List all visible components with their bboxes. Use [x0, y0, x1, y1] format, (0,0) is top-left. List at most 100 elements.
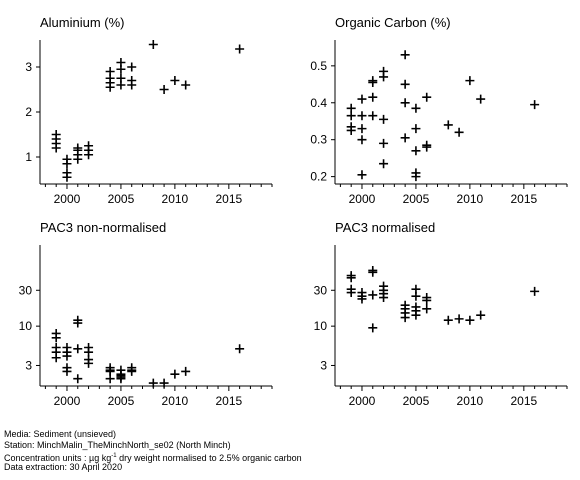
data-point-plus: [400, 79, 410, 89]
data-point-plus: [368, 290, 378, 300]
data-point-plus: [368, 323, 378, 333]
footer-station: Station: MinchMalin_TheMinchNorth_se02 (…: [4, 440, 231, 450]
data-point-plus: [159, 85, 169, 94]
data-point-plus: [411, 103, 421, 113]
footer-extraction: Data extraction: 30 April 2020: [4, 462, 123, 472]
data-point-plus: [422, 304, 432, 314]
data-point-plus: [73, 318, 83, 328]
footer-units-exponent: -1: [111, 453, 117, 459]
data-point-plus: [105, 374, 115, 384]
data-point-plus: [235, 344, 245, 354]
data-point-plus: [73, 154, 83, 164]
data-point-plus: [368, 267, 378, 277]
panel-title: PAC3 non-normalised: [40, 220, 166, 235]
data-point-plus: [357, 94, 367, 104]
data-point-plus: [116, 64, 126, 74]
data-point-plus: [411, 172, 421, 182]
data-point-plus: [476, 94, 486, 104]
data-point-plus: [127, 366, 137, 376]
x-tick-label: 2000: [349, 192, 376, 206]
data-point-plus: [62, 366, 72, 376]
data-point-plus: [379, 72, 389, 82]
y-tick-label: 3: [25, 358, 32, 372]
y-tick-label: 30: [19, 283, 33, 297]
data-point-plus: [422, 142, 432, 152]
data-point-plus: [422, 295, 432, 305]
data-point-plus: [357, 170, 367, 180]
data-point-plus: [51, 333, 61, 343]
data-point-plus: [379, 293, 389, 303]
x-tick-label: 2010: [162, 394, 189, 408]
data-point-plus: [346, 273, 356, 283]
data-point-plus: [454, 127, 464, 137]
panel-title: PAC3 normalised: [335, 220, 435, 235]
y-tick-label: 3: [320, 358, 327, 372]
footer-units-suffix: dry weight normalised to 2.5% organic ca…: [116, 453, 302, 463]
y-tick-label: 0.5: [310, 59, 327, 73]
data-point-plus: [379, 138, 389, 148]
x-tick-label: 2010: [162, 192, 189, 206]
data-point-plus: [411, 310, 421, 320]
data-point-plus: [170, 76, 180, 85]
data-point-plus: [127, 62, 137, 72]
data-point-plus: [368, 77, 378, 87]
y-tick-label: 2: [25, 105, 32, 119]
data-point-plus: [400, 313, 410, 323]
x-tick-label: 2015: [510, 192, 537, 206]
data-point-plus: [379, 114, 389, 124]
data-point-plus: [443, 120, 453, 130]
data-point-plus: [62, 172, 72, 182]
data-point-plus: [368, 92, 378, 102]
data-point-plus: [181, 366, 191, 376]
data-point-plus: [346, 111, 356, 121]
x-tick-label: 2005: [403, 394, 430, 408]
data-point-plus: [159, 378, 169, 388]
data-point-plus: [379, 159, 389, 169]
data-point-plus: [443, 315, 453, 325]
footer-media: Media: Sediment (unsieved): [4, 429, 117, 439]
data-point-plus: [127, 80, 137, 90]
data-point-plus: [530, 100, 540, 110]
data-point-plus: [73, 344, 83, 354]
y-tick-label: 10: [19, 319, 33, 333]
data-point-plus: [357, 294, 367, 304]
data-point-plus: [368, 111, 378, 121]
data-point-plus: [62, 159, 72, 169]
x-tick-label: 2000: [54, 394, 81, 408]
data-point-plus: [346, 288, 356, 298]
data-point-plus: [357, 135, 367, 145]
data-point-plus: [51, 353, 61, 363]
data-point-plus: [116, 80, 126, 90]
data-point-plus: [73, 374, 83, 384]
data-point-plus: [411, 124, 421, 134]
data-point-plus: [181, 80, 191, 90]
y-tick-label: 0.4: [310, 96, 327, 110]
footer-units: Concentration units : µg kg-1 dry weight…: [4, 451, 302, 464]
data-point-plus: [357, 124, 367, 134]
data-point-plus: [148, 40, 158, 49]
panel-title: Organic Carbon (%): [335, 15, 451, 30]
data-point-plus: [400, 133, 410, 143]
data-point-plus: [465, 76, 475, 86]
data-point-plus: [357, 111, 367, 121]
data-point-plus: [148, 378, 158, 388]
data-point-plus: [51, 143, 61, 153]
x-tick-label: 2000: [54, 192, 81, 206]
data-point-plus: [422, 92, 432, 102]
x-tick-label: 2000: [349, 394, 376, 408]
panel-title: Aluminium (%): [40, 15, 125, 30]
data-point-plus: [411, 291, 421, 301]
data-point-plus: [105, 82, 115, 92]
x-tick-label: 2015: [510, 394, 537, 408]
data-point-plus: [465, 315, 475, 325]
data-point-plus: [476, 310, 486, 320]
x-tick-label: 2005: [403, 192, 430, 206]
x-tick-label: 2010: [457, 192, 484, 206]
y-tick-label: 3: [25, 60, 32, 74]
data-point-plus: [116, 374, 126, 384]
data-point-plus: [530, 286, 540, 296]
footer-units-prefix: Concentration units : µg kg: [4, 453, 112, 463]
data-point-plus: [346, 125, 356, 135]
